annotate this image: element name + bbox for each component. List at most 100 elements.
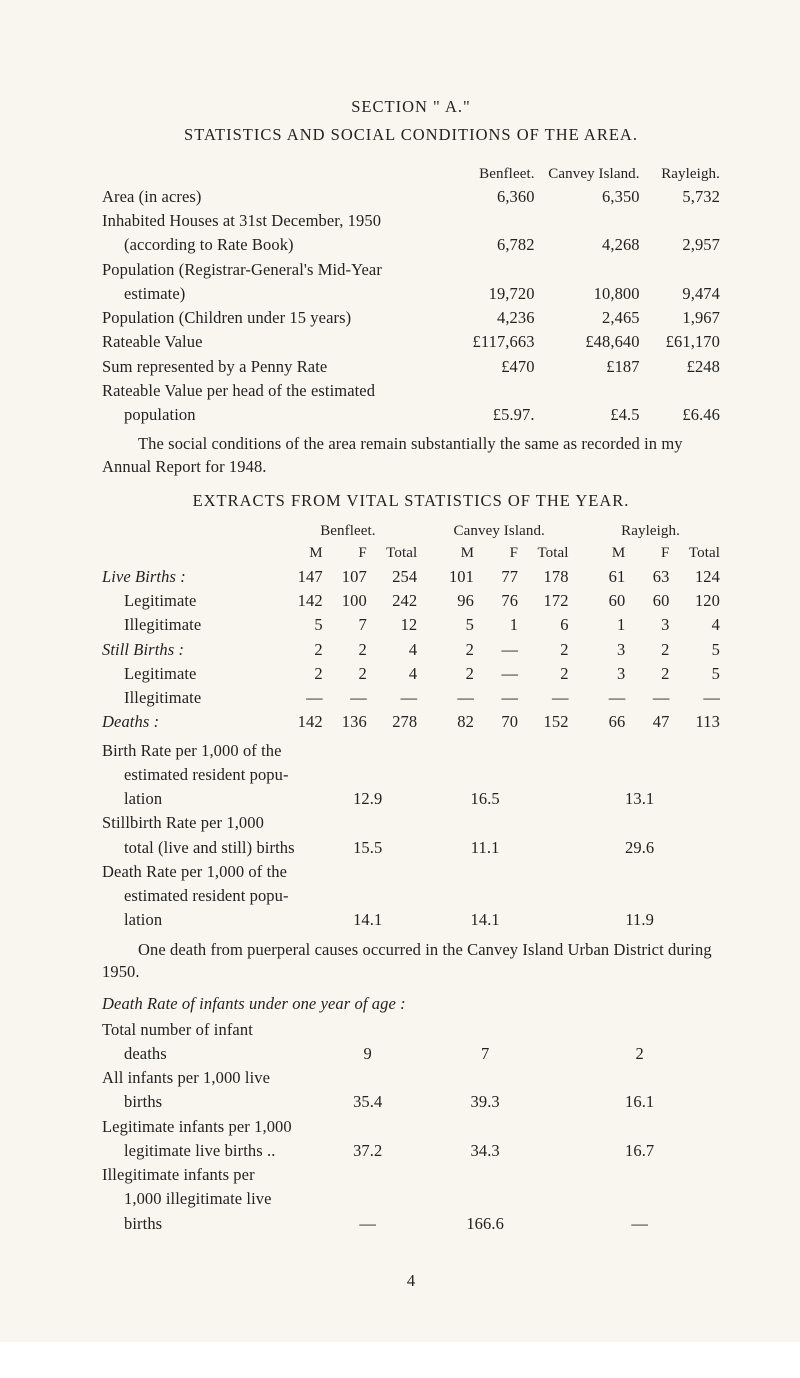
area-cell: £117,663 [442,330,535,354]
social-conditions-paragraph: The social conditions of the area remain… [102,433,720,478]
vs-cell: 77 [474,565,518,589]
area-row-label: Area (in acres) [102,185,442,209]
row-label-line: 1,000 illegitimate live [102,1187,324,1211]
area-cell [640,258,720,282]
vs-cell: 5 [279,613,323,637]
rate-cell: 39.3 [411,1090,559,1114]
rate-cell: 34.3 [411,1139,559,1163]
area-row-label: Rateable Value per head of the estimated [102,379,442,403]
area-cell: £6.46 [640,403,720,427]
vs-row: Illegitimate————————— [102,686,720,710]
vs-cell: 76 [474,589,518,613]
page-number: 4 [102,1270,720,1292]
vs-cell: 96 [430,589,474,613]
rate-cell: 13.1 [559,787,720,811]
vs-cell: 2 [323,638,367,662]
grp-benfleet: Benfleet. [279,520,418,542]
vs-cell: — [669,686,720,710]
area-row-label: Rateable Value [102,330,442,354]
table-row: Illegitimate infants per [102,1163,720,1187]
area-cell: 6,782 [442,233,535,257]
vs-cell: 2 [279,662,323,686]
vs-cell: 2 [518,662,568,686]
grp-rayleigh: Rayleigh. [581,520,720,542]
infant-table: Total number of infantdeaths972All infan… [102,1018,720,1236]
vs-row: Legitimate2242—2325 [102,662,720,686]
vs-cell: 178 [518,565,568,589]
sub-total: Total [669,542,720,564]
rate-cell: 16.7 [559,1139,720,1163]
area-cell [442,258,535,282]
vs-row: Illegitimate5712516134 [102,613,720,637]
vs-row-label: Illegitimate [102,686,279,710]
vs-cell: 5 [430,613,474,637]
area-row-label: Inhabited Houses at 31st December, 1950 [102,209,442,233]
rate-cell: 16.1 [559,1090,720,1114]
vs-cell: 82 [430,710,474,734]
rate-cell: 16.5 [411,787,559,811]
vs-cell: 3 [581,638,625,662]
vs-cell: 142 [279,710,323,734]
vs-cell: — [323,686,367,710]
sub-m: M [581,542,625,564]
area-cell: 5,732 [640,185,720,209]
table-row: deaths972 [102,1042,720,1066]
row-label-line: births [102,1212,324,1236]
vs-cell: 2 [430,662,474,686]
vs-cell: 6 [518,613,568,637]
puerperal-paragraph: One death from puerperal causes occurred… [102,939,720,984]
vs-cell: 2 [279,638,323,662]
vs-cell: 1 [474,613,518,637]
vs-cell: 152 [518,710,568,734]
vs-cell: 136 [323,710,367,734]
area-cell: £248 [640,355,720,379]
area-cell: 4,268 [535,233,640,257]
area-cell [535,258,640,282]
rate-cell: 11.1 [411,836,559,860]
area-row-label: Population (Registrar-General's Mid-Year [102,258,442,282]
table-row: Total number of infant [102,1018,720,1042]
vs-cell: 172 [518,589,568,613]
row-label-line: All infants per 1,000 live [102,1066,324,1090]
vs-cell: 113 [669,710,720,734]
area-cell: £187 [535,355,640,379]
grp-canvey: Canvey Island. [430,520,569,542]
vs-cell: 2 [625,638,669,662]
row-label-line: total (live and still) births [102,836,324,860]
row-label-line: lation [102,908,324,932]
vs-cell: 61 [581,565,625,589]
sub-f: F [625,542,669,564]
area-row-label: estimate) [102,282,442,306]
vs-row-label: Illegitimate [102,613,279,637]
rate-cell: 2 [559,1042,720,1066]
col-header-benfleet: Benfleet. [442,163,535,185]
vs-row: Still Births :2242—2325 [102,638,720,662]
row-label-line: legitimate live births .. [102,1139,324,1163]
rate-cell: 37.2 [324,1139,411,1163]
table-row: Death Rate per 1,000 of the [102,860,720,884]
table-row: births35.439.316.1 [102,1090,720,1114]
area-cell: £5.97. [442,403,535,427]
vs-cell: 107 [323,565,367,589]
vs-cell: — [581,686,625,710]
vs-cell: — [474,686,518,710]
area-cell [640,209,720,233]
vs-cell: 242 [367,589,417,613]
area-row-label: (according to Rate Book) [102,233,442,257]
vs-row-label: Live Births : [102,565,279,589]
area-cell [640,379,720,403]
rate-cell: 9 [324,1042,411,1066]
vs-cell: 3 [581,662,625,686]
vs-row-label: Legitimate [102,662,279,686]
row-label-line: estimated resident popu- [102,884,324,908]
area-cell: 6,350 [535,185,640,209]
rate-cell: — [324,1212,411,1236]
vs-row-label: Still Births : [102,638,279,662]
row-label-line: Death Rate per 1,000 of the [102,860,324,884]
vs-cell: 60 [581,589,625,613]
row-label-line: estimated resident popu- [102,763,324,787]
vs-cell: 278 [367,710,417,734]
area-cell: 4,236 [442,306,535,330]
table-row: births—166.6— [102,1212,720,1236]
area-row: Population (Children under 15 years)4,23… [102,306,720,330]
